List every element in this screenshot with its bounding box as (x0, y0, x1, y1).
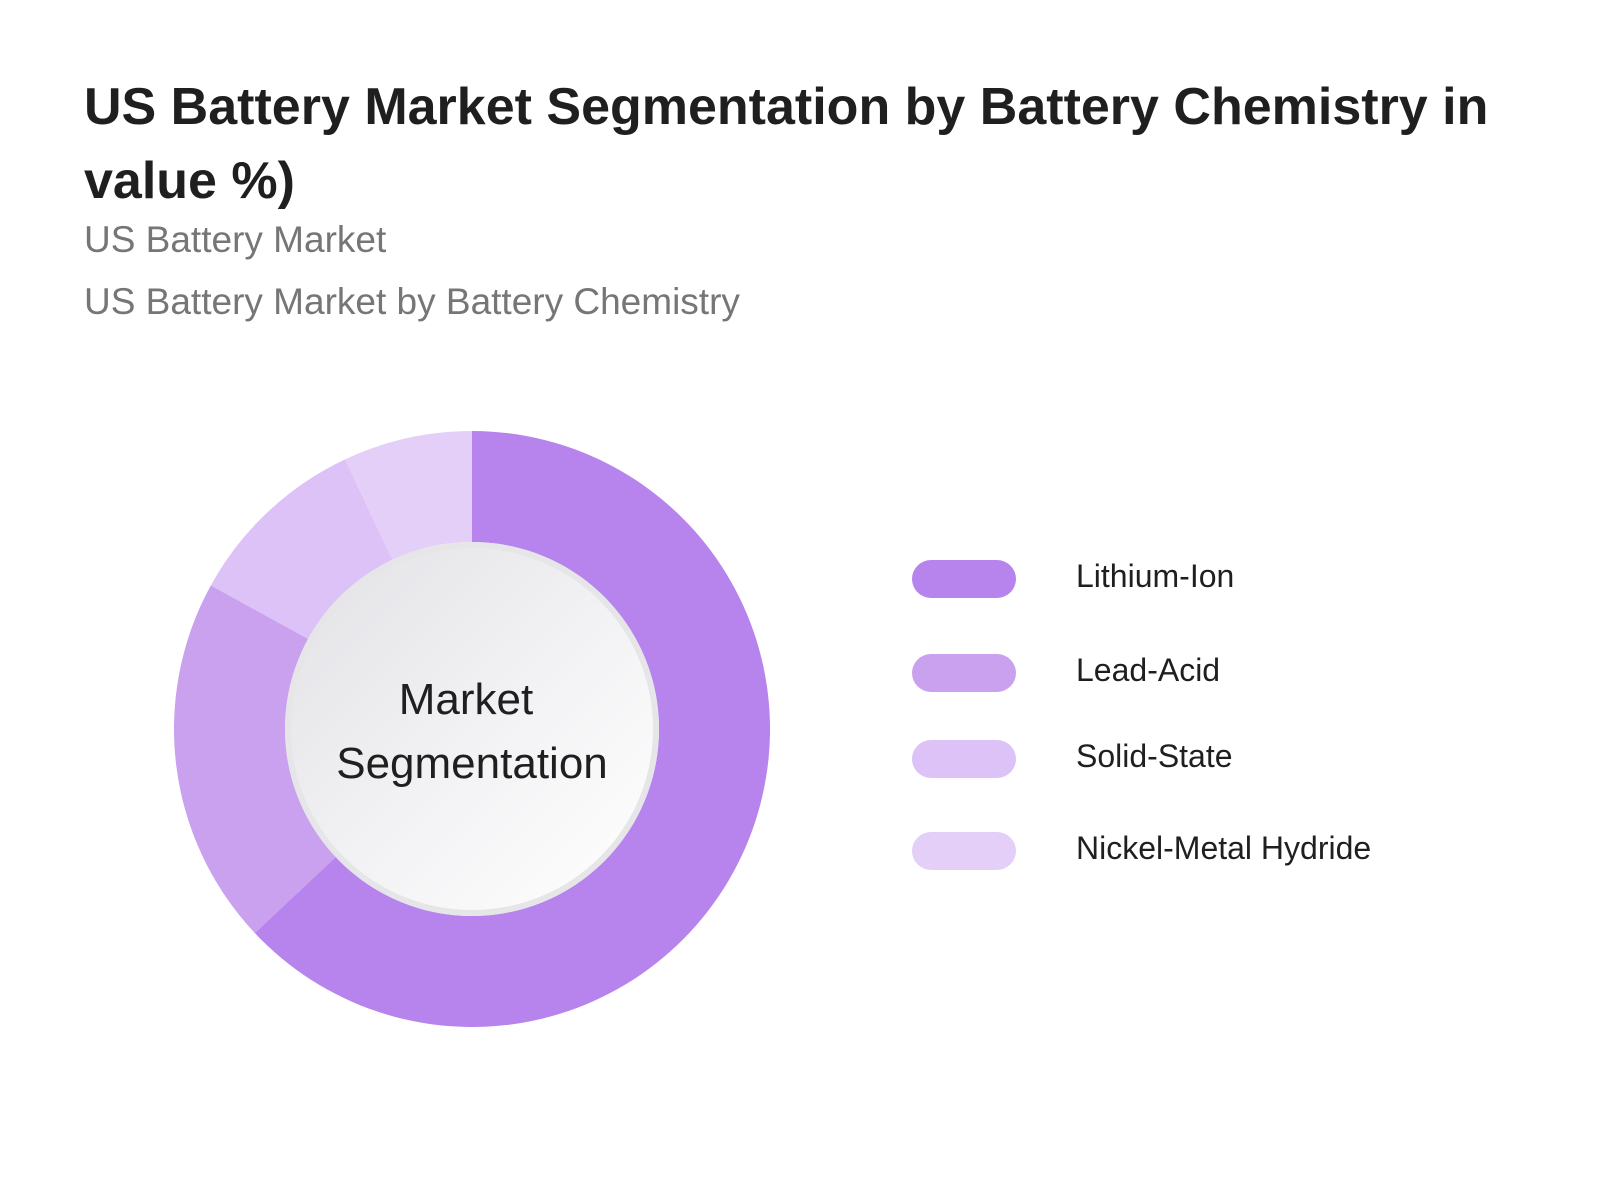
legend-swatch (912, 654, 1016, 692)
chart-subtitle-market: US Battery Market (84, 219, 387, 260)
legend-label: Lead-Acid (1076, 652, 1221, 688)
donut-slice-lead-acid[interactable] (174, 585, 336, 933)
legend-item-lead-acid[interactable]: Lead-Acid (912, 652, 1532, 692)
donut-slices (174, 431, 771, 1027)
donut-slice-solid-state[interactable] (210, 459, 393, 639)
legend-swatch (912, 832, 1016, 870)
center-label-line-1: Market (399, 675, 533, 724)
legend-item-solid-state[interactable]: Solid-State (912, 738, 1532, 778)
legend-swatch (912, 740, 1016, 778)
donut-center-disc (291, 548, 653, 910)
legend-label: Solid-State (1076, 738, 1233, 774)
donut-slice-lithium-ion[interactable] (254, 431, 771, 1027)
chart-legend: Lithium-Ion Lead-Acid Solid-State Nickel… (912, 540, 1532, 880)
legend-label: Lithium-Ion (1076, 558, 1235, 594)
legend-item-lithium-ion[interactable]: Lithium-Ion (912, 558, 1532, 598)
legend-swatch (912, 560, 1016, 598)
center-label-line-2: Segmentation (336, 739, 608, 788)
legend-item-nickel-metal-hydride[interactable]: Nickel-Metal Hydride (912, 830, 1532, 870)
chart-subtitle-segment: US Battery Market by Battery Chemistry (84, 281, 740, 322)
donut-slice-nickel-metal-hydride[interactable] (345, 431, 472, 560)
chart-title: US Battery Market Segmentation by Batter… (84, 78, 1489, 210)
legend-label: Nickel-Metal Hydride (1076, 830, 1372, 866)
